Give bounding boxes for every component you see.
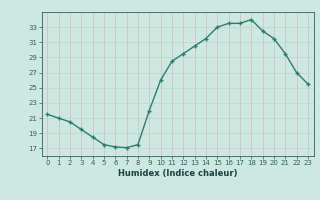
X-axis label: Humidex (Indice chaleur): Humidex (Indice chaleur) <box>118 169 237 178</box>
